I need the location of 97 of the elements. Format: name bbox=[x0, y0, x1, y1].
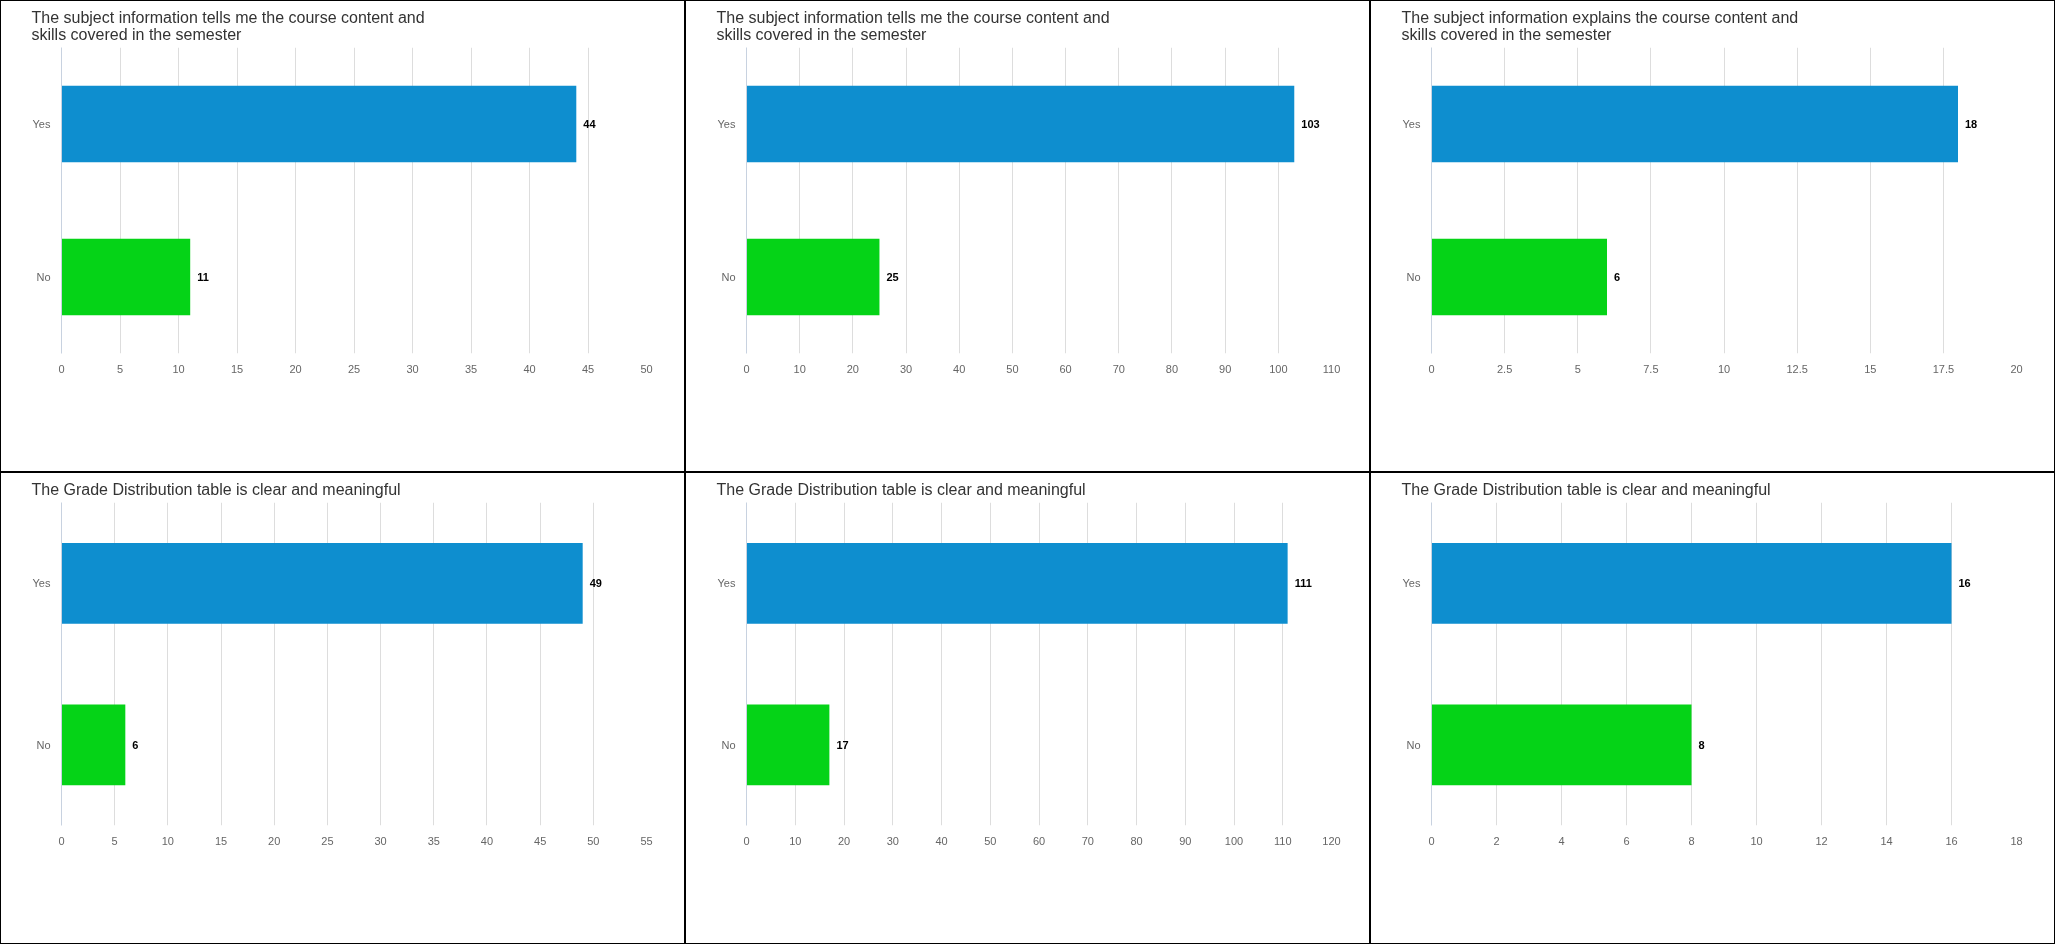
data-label: 49 bbox=[589, 577, 602, 590]
x-tick-label: 100 bbox=[1269, 362, 1288, 375]
x-tick-label: 0 bbox=[743, 362, 750, 375]
y-tick-label: No bbox=[721, 271, 736, 283]
x-tick-label: 40 bbox=[935, 834, 948, 847]
x-tick-label: 6 bbox=[1623, 834, 1630, 847]
data-label: 44 bbox=[583, 118, 597, 130]
x-tick-label: 50 bbox=[587, 834, 600, 847]
x-tick-label: 10 bbox=[161, 834, 174, 847]
y-tick-label: No bbox=[1406, 738, 1421, 751]
chart-title: The subject information tells me the course content and skills covered in the semester bbox=[716, 8, 1110, 43]
x-tick-label: 30 bbox=[886, 834, 899, 847]
x-tick-label: 60 bbox=[1032, 834, 1046, 847]
data-label: 16 bbox=[1958, 577, 1971, 590]
x-tick-label: 18 bbox=[2010, 834, 2023, 847]
x-tick-label: 7.5 bbox=[1643, 362, 1659, 375]
x-tick-label: 50 bbox=[640, 362, 653, 375]
x-tick-label: 25 bbox=[321, 834, 334, 847]
x-tick-label: 40 bbox=[953, 362, 966, 375]
x-tick-label: 2 bbox=[1493, 834, 1500, 847]
y-tick-label: No bbox=[36, 738, 51, 751]
x-tick-label: 10 bbox=[172, 362, 185, 375]
x-tick-label: 45 bbox=[534, 834, 547, 847]
x-tick-label: 20 bbox=[2010, 362, 2023, 375]
x-tick-label: 15 bbox=[1864, 362, 1877, 375]
y-tick-label: Yes bbox=[717, 577, 736, 590]
x-tick-label: 0 bbox=[1428, 834, 1435, 847]
x-tick-label: 12.5 bbox=[1786, 362, 1808, 375]
x-tick-label: 60 bbox=[1059, 362, 1072, 375]
x-tick-label: 120 bbox=[1322, 834, 1341, 847]
x-tick-label: 90 bbox=[1179, 834, 1192, 847]
x-tick-label: 5 bbox=[111, 834, 118, 847]
x-tick-label: 50 bbox=[1006, 362, 1019, 375]
x-tick-label: 110 bbox=[1273, 834, 1292, 847]
x-tick-label: 20 bbox=[837, 834, 851, 847]
x-tick-label: 8 bbox=[1688, 834, 1695, 847]
x-tick-label: 10 bbox=[793, 362, 806, 375]
data-label: 11 bbox=[197, 271, 209, 283]
data-label: 18 bbox=[1965, 118, 1978, 130]
data-label: 6 bbox=[132, 738, 139, 751]
x-tick-label: 70 bbox=[1112, 362, 1125, 375]
x-tick-label: 40 bbox=[523, 362, 536, 375]
chart-title: The Grade Distribution table is clear and meaningful bbox=[716, 480, 1086, 498]
x-tick-label: 35 bbox=[427, 834, 440, 847]
chart-title: The subject information explains the course content and skills covered in the semester bbox=[1401, 8, 1799, 43]
x-tick-label: 12 bbox=[1815, 834, 1828, 847]
y-tick-label: Yes bbox=[1402, 118, 1421, 130]
chart-title: The Grade Distribution table is clear and meaningful bbox=[31, 480, 401, 498]
data-label: 17 bbox=[836, 738, 849, 751]
x-tick-label: 100 bbox=[1224, 834, 1244, 847]
x-tick-label: 2.5 bbox=[1496, 362, 1513, 375]
x-tick-label: 25 bbox=[347, 362, 361, 375]
x-tick-label: 0 bbox=[58, 362, 65, 375]
x-tick-label: 14 bbox=[1880, 834, 1893, 847]
data-label: 25 bbox=[886, 271, 899, 283]
data-label: 111 bbox=[1294, 577, 1312, 590]
x-tick-label: 17.5 bbox=[1932, 362, 1955, 375]
x-tick-label: 5 bbox=[1574, 362, 1581, 375]
x-tick-label: 10 bbox=[1750, 834, 1763, 847]
chart-title: The subject information tells me the course content and skills covered in the semester bbox=[31, 8, 425, 43]
chart-title: The Grade Distribution table is clear and meaningful bbox=[1401, 480, 1771, 498]
y-tick-label: No bbox=[721, 738, 736, 751]
x-tick-label: 20 bbox=[268, 834, 281, 847]
data-label: 8 bbox=[1698, 738, 1705, 751]
y-tick-label: Yes bbox=[32, 577, 51, 590]
x-tick-label: 110 bbox=[1322, 362, 1341, 375]
x-tick-label: 30 bbox=[374, 834, 387, 847]
x-tick-label: 20 bbox=[846, 362, 859, 375]
data-label: 103 bbox=[1301, 118, 1320, 130]
x-tick-label: 35 bbox=[464, 362, 478, 375]
y-tick-label: Yes bbox=[1402, 577, 1421, 590]
y-tick-label: No bbox=[36, 271, 51, 283]
x-tick-label: 55 bbox=[640, 834, 653, 847]
x-tick-label: 10 bbox=[789, 834, 802, 847]
x-tick-label: 0 bbox=[1428, 362, 1435, 375]
y-tick-label: No bbox=[1406, 271, 1421, 283]
x-tick-label: 70 bbox=[1081, 834, 1094, 847]
x-tick-label: 30 bbox=[406, 362, 419, 375]
x-tick-label: 45 bbox=[581, 362, 595, 375]
x-tick-label: 30 bbox=[899, 362, 913, 375]
x-tick-label: 20 bbox=[289, 362, 302, 375]
x-tick-label: 15 bbox=[214, 834, 228, 847]
x-tick-label: 40 bbox=[480, 834, 494, 847]
x-tick-label: 80 bbox=[1165, 362, 1179, 375]
x-tick-label: 0 bbox=[58, 834, 65, 847]
x-tick-label: 15 bbox=[230, 362, 244, 375]
x-tick-label: 16 bbox=[1945, 834, 1958, 847]
x-tick-label: 0 bbox=[743, 834, 750, 847]
x-tick-label: 90 bbox=[1219, 362, 1232, 375]
x-tick-label: 5 bbox=[116, 362, 124, 375]
data-label: 6 bbox=[1614, 271, 1621, 283]
x-tick-label: 50 bbox=[984, 834, 997, 847]
y-tick-label: Yes bbox=[32, 118, 51, 130]
y-tick-label: Yes bbox=[717, 118, 736, 130]
x-tick-label: 10 bbox=[1717, 362, 1731, 375]
x-tick-label: 80 bbox=[1130, 834, 1143, 847]
x-tick-label: 4 bbox=[1558, 834, 1565, 847]
